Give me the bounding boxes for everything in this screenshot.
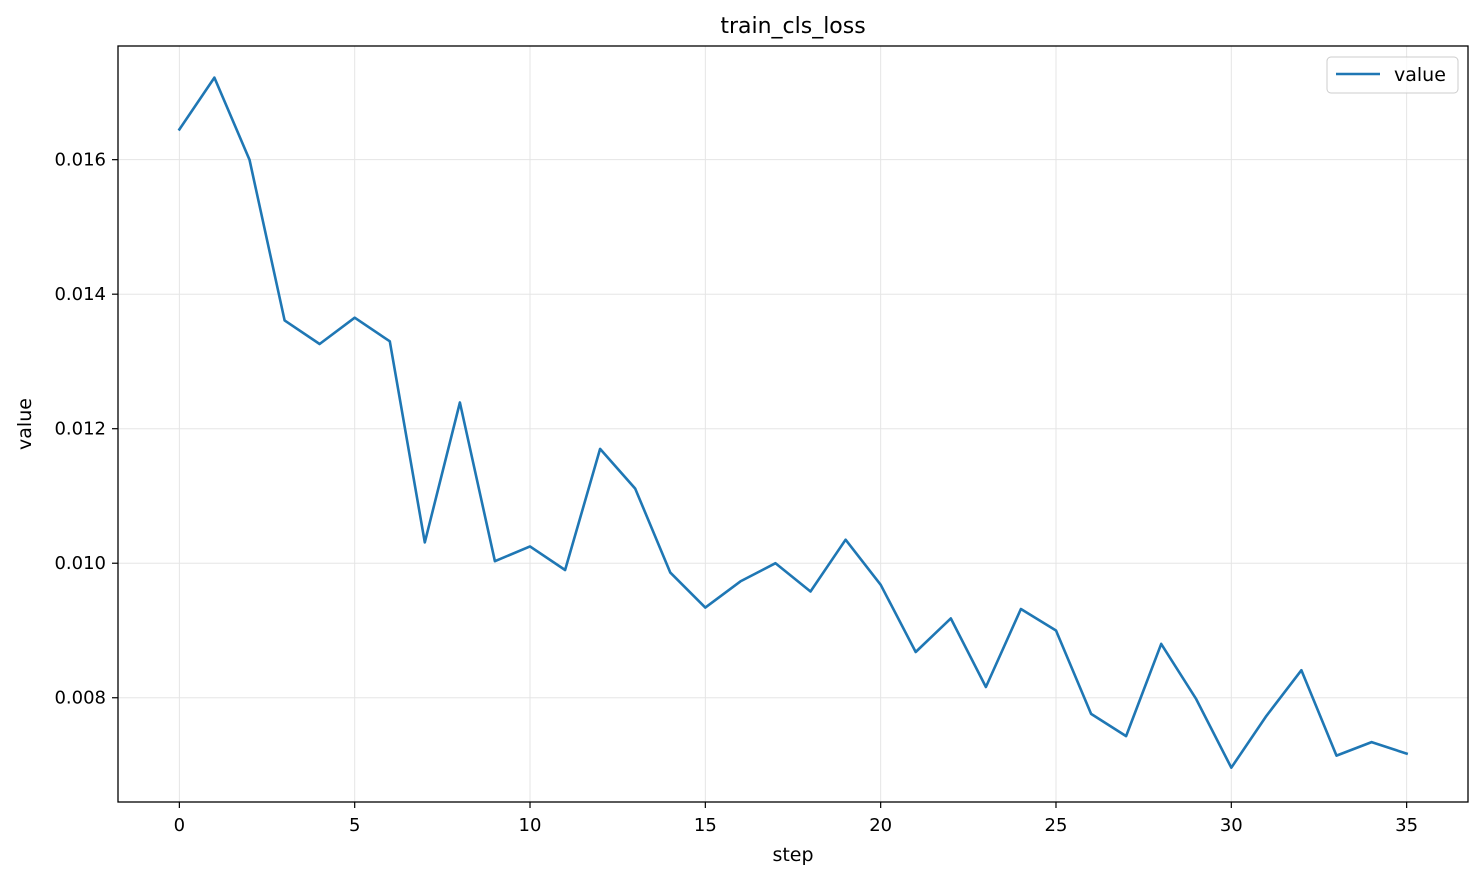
grid-layer	[118, 46, 1468, 802]
chart-title: train_cls_loss	[720, 14, 865, 39]
x-tick-label: 20	[869, 815, 892, 836]
x-tick-label: 25	[1045, 815, 1068, 836]
x-tick-label: 5	[349, 815, 360, 836]
y-tick-label: 0.016	[54, 150, 106, 171]
plot-frame	[117, 45, 1469, 803]
series-layer	[177, 76, 1409, 770]
x-axis-label: step	[772, 844, 813, 866]
x-tick-label: 0	[174, 815, 185, 836]
legend: value	[1326, 56, 1459, 94]
legend-box	[1326, 56, 1459, 94]
y-tick-label: 0.014	[54, 284, 106, 305]
x-tick-label: 15	[694, 815, 717, 836]
x-axis-ticks: 0 5 10 15 20 25 30 35	[174, 802, 1418, 836]
x-tick-label: 10	[519, 815, 542, 836]
y-axis-ticks: 0.008 0.010 0.012 0.014 0.016	[54, 150, 118, 709]
y-tick-label: 0.010	[54, 553, 106, 574]
x-tick-label: 30	[1220, 815, 1243, 836]
legend-entry-label: value	[1394, 64, 1446, 86]
y-tick-label: 0.008	[54, 688, 106, 709]
y-axis-label: value	[14, 398, 36, 450]
series-line-value	[177, 76, 1409, 770]
x-tick-label: 35	[1395, 815, 1418, 836]
y-tick-label: 0.012	[54, 419, 106, 440]
